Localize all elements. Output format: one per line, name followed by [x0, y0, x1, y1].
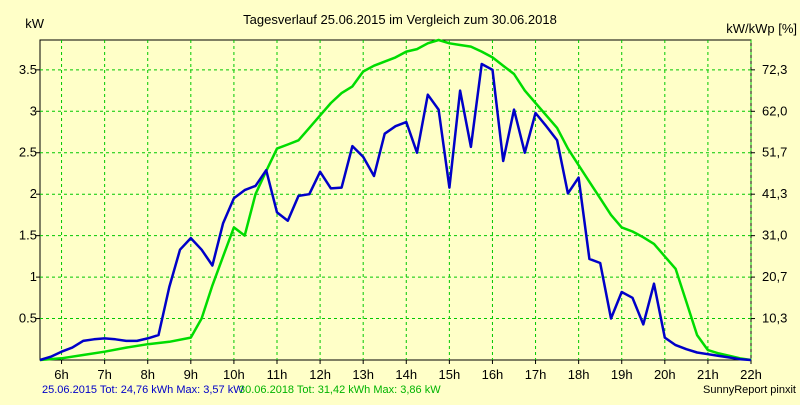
legend-summary-2015: 25.06.2015 Tot: 24,76 kWh Max: 3,57 kW	[42, 384, 244, 396]
x-tick-label: 18h	[568, 367, 590, 382]
x-tick-label: 6h	[54, 367, 68, 382]
x-tick-label: 19h	[611, 367, 633, 382]
y2-tick-label: 31,0	[762, 228, 787, 243]
y2-tick-label: 41,3	[762, 186, 787, 201]
x-tick-label: 21h	[697, 367, 719, 382]
credit-text: SunnyReport pinxit	[703, 384, 796, 396]
chart-title: Tagesverlauf 25.06.2015 im Vergleich zum…	[243, 12, 557, 27]
series-layer	[39, 38, 752, 362]
x-tick-label: 12h	[309, 367, 331, 382]
series-line-25-06-2015	[39, 62, 752, 362]
y-tick-label: 2.5	[19, 145, 37, 160]
plot-area	[39, 39, 752, 361]
x-tick-label: 20h	[654, 367, 676, 382]
y-tick-label: 1.5	[19, 228, 37, 243]
x-tick-label: 17h	[525, 367, 547, 382]
y-tick-label: 3	[30, 103, 37, 118]
x-tick-label: 14h	[395, 367, 417, 382]
y-axis-label: kW	[25, 16, 45, 31]
x-tick-label: 15h	[439, 367, 461, 382]
y2-tick-label: 62,0	[762, 103, 787, 118]
y2-axis-label: kW/kWp [%]	[726, 21, 797, 36]
y2-tick-label: 72,3	[762, 62, 787, 77]
x-tick-label: 7h	[97, 367, 111, 382]
x-tick-label: 11h	[267, 367, 288, 382]
x-tick-label: 10h	[223, 367, 245, 382]
y-tick-label: 3.5	[19, 62, 37, 77]
series-line-30-06-2018	[39, 38, 752, 362]
y2-tick-label: 10,3	[762, 311, 787, 326]
y2-tick-label: 20,7	[762, 269, 787, 284]
y-tick-label: 2	[30, 186, 37, 201]
x-tick-label: 9h	[184, 367, 198, 382]
x-tick-label: 8h	[140, 367, 154, 382]
y-tick-label: 0.5	[19, 311, 37, 326]
y-tick-label: 1	[30, 269, 37, 284]
grid-lines	[36, 40, 755, 364]
legend-summary-2018: 30.06.2018 Tot: 31,42 kWh Max: 3,86 kW	[239, 384, 441, 396]
x-tick-label: 22h	[740, 367, 762, 382]
y2-tick-label: 51,7	[762, 145, 787, 160]
tick-labels: 6h 7h 8h 9h 10h 11h 12h 13h 14h 15h 16h 17h 18h 19h 20…	[19, 62, 787, 382]
x-tick-label: 16h	[482, 367, 504, 382]
x-tick-label: 13h	[352, 367, 374, 382]
